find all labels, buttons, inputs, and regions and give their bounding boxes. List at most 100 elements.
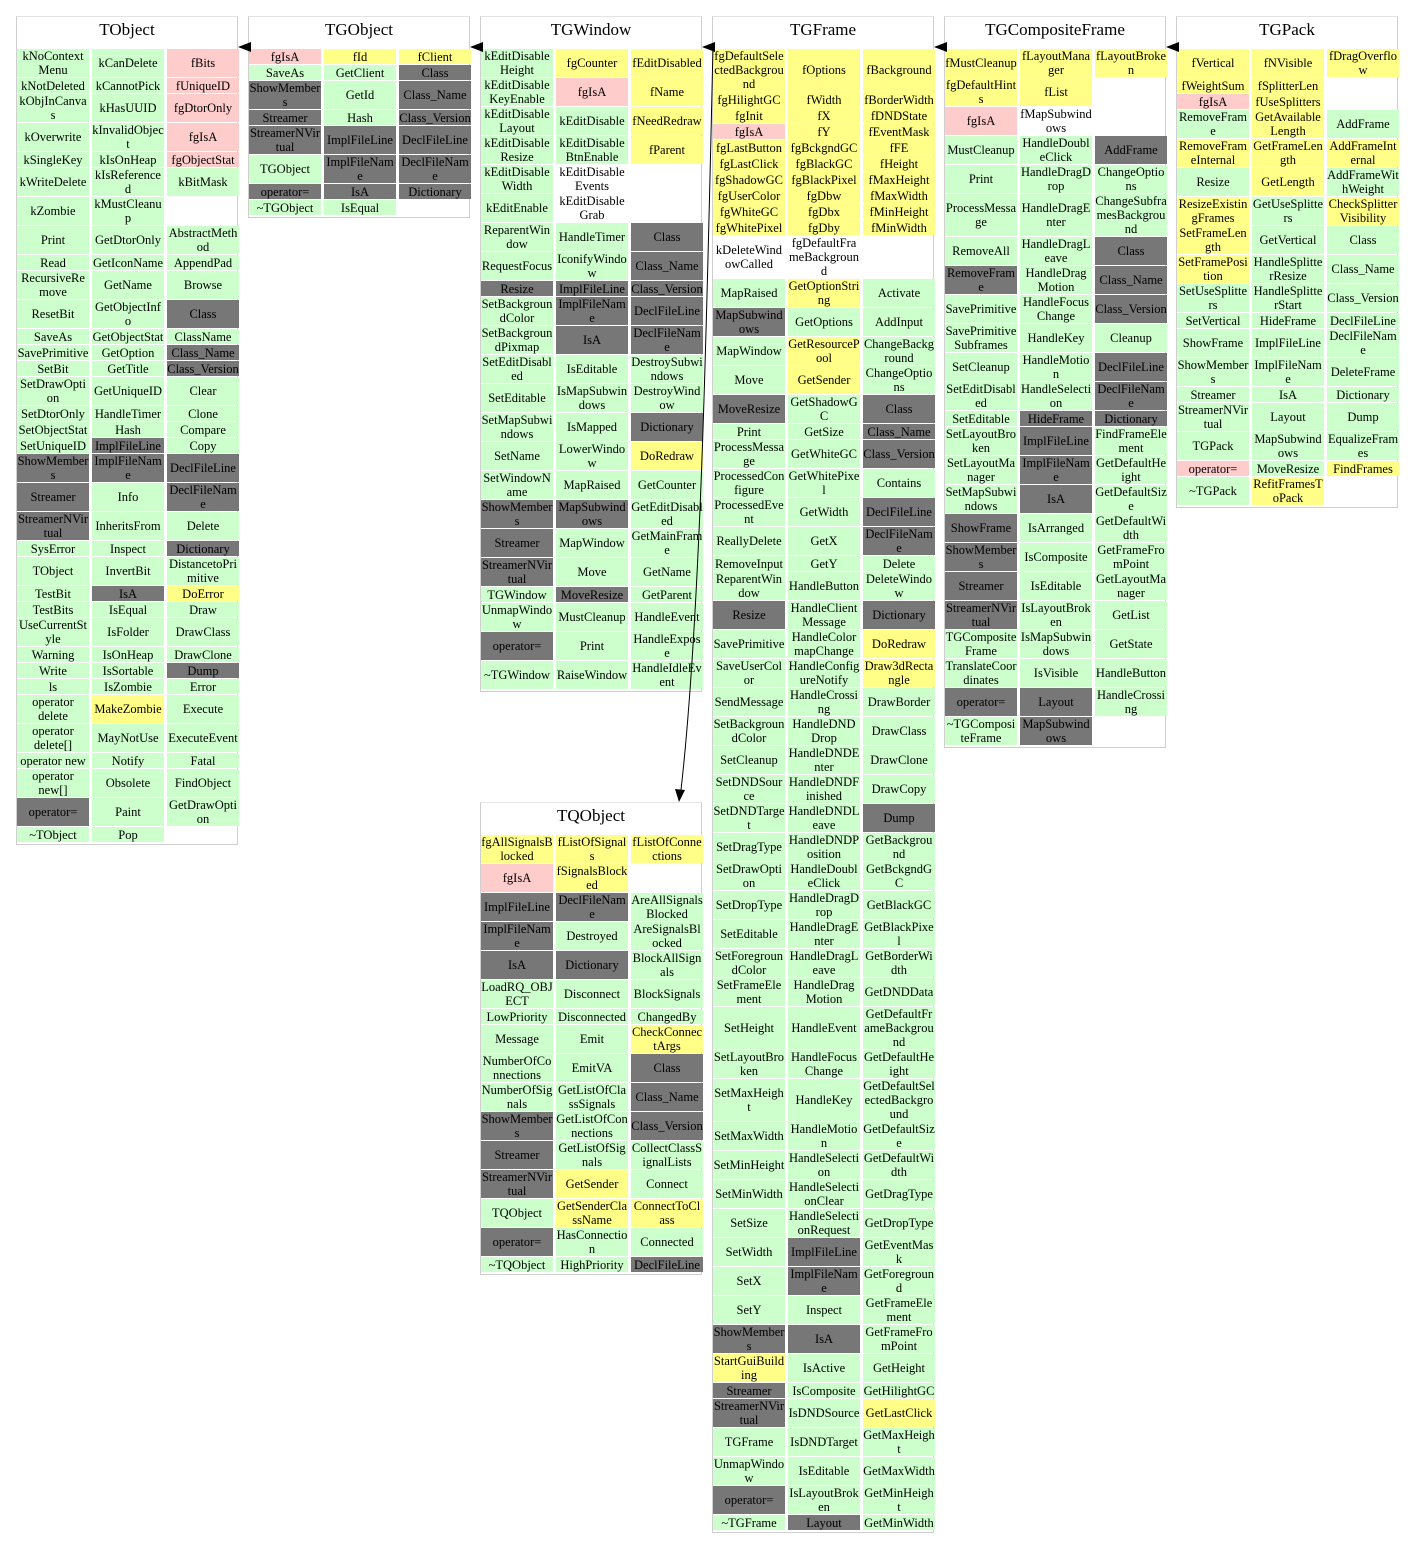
- member-name: Class: [653, 230, 681, 244]
- member-name: fgCounter: [566, 56, 618, 70]
- member-cell: Streamer: [17, 483, 89, 511]
- member-name: ShowMembers: [481, 1112, 553, 1140]
- member-name: StreamerNVirtual: [481, 1170, 553, 1198]
- member-name: SetBackgroundColor: [481, 297, 553, 325]
- member-name: fMapSubwindows: [1020, 107, 1092, 135]
- member-name: Class_Version: [631, 1119, 703, 1133]
- member-cell: DeleteFrame: [1327, 358, 1399, 386]
- member-cell: fList: [1020, 78, 1092, 106]
- member-cell: Fatal: [167, 753, 239, 768]
- empty-cell: [863, 236, 935, 278]
- member-name: fBackground: [866, 63, 932, 77]
- member-name: fDNDState: [870, 108, 928, 123]
- member-name: Connected: [640, 1235, 694, 1249]
- member-name: DrawClone: [870, 753, 928, 767]
- member-cell: IsVisible: [1020, 659, 1092, 687]
- member-cell: fMustCleanup: [945, 49, 1017, 77]
- class-title: TGPack: [1259, 20, 1315, 39]
- member-cell: SetMinHeight: [713, 1151, 785, 1179]
- member-name: Move: [577, 565, 607, 579]
- member-name: fWeightSum: [1181, 78, 1245, 93]
- member-name: fgBckgndGC: [790, 140, 858, 155]
- member-name: GetHilightGC: [863, 1383, 935, 1398]
- member-cell: MoveResize: [713, 395, 785, 423]
- member-name: NumberOfSignals: [481, 1083, 553, 1111]
- member-cell: GetDropType: [863, 1209, 935, 1237]
- member-cell: HandleDragDrop: [788, 891, 860, 919]
- member-name: Streamer: [958, 579, 1004, 593]
- member-cell: operator delete: [17, 695, 89, 723]
- member-name: HandleDoubleClick: [1022, 136, 1090, 164]
- member-cell: SetMapSubwindows: [945, 485, 1017, 513]
- member-name: DeclFileLine: [170, 461, 236, 475]
- member-cell: Class: [399, 65, 471, 80]
- member-name: GetAvailableLength: [1255, 110, 1321, 138]
- member-cell: GetVertical: [1252, 226, 1324, 254]
- member-name: fgDefaultHints: [945, 78, 1017, 106]
- member-name: operator=: [492, 639, 542, 653]
- member-name: HandleClientMessage: [790, 601, 858, 629]
- member-cell: ImplFileLine: [1020, 427, 1092, 455]
- member-cell: IsActive: [788, 1354, 860, 1382]
- member-cell: Activate: [863, 279, 935, 307]
- member-name: SetCleanup: [720, 753, 778, 767]
- member-cell: fgDefaultHints: [945, 78, 1017, 106]
- member-name: HandleDNDLeave: [788, 804, 860, 832]
- member-name: HandleTimer: [558, 230, 626, 244]
- member-cell: Streamer: [945, 572, 1017, 600]
- member-name: GetDtorOnly: [95, 233, 161, 247]
- member-cell: fListOfConnections: [631, 835, 703, 863]
- member-cell: DeclFileName: [167, 483, 239, 511]
- member-name: ImplFileLine: [484, 900, 550, 914]
- member-name: Streamer: [494, 536, 540, 550]
- member-name: Streamer: [726, 1383, 772, 1398]
- member-cell: GetHeight: [863, 1354, 935, 1382]
- class-title: TObject: [99, 20, 155, 39]
- member-name: TGWindow: [487, 587, 547, 602]
- member-name: fgWhitePixel: [715, 220, 783, 235]
- member-name: StreamerNVirtual: [249, 126, 321, 154]
- member-cell: UnmapWindow: [481, 603, 553, 631]
- member-cell: SetDragType: [713, 833, 785, 861]
- member-name: GetDefaultSize: [863, 1122, 935, 1150]
- member-name: AddFrame: [1104, 143, 1158, 157]
- member-cell: fgAllSignalsBlocked: [481, 835, 553, 863]
- member-name: MapWindow: [559, 536, 625, 550]
- member-name: DeclFileName: [401, 155, 469, 183]
- member-name: fLayoutManager: [1021, 49, 1091, 77]
- member-cell: ShowFrame: [945, 514, 1017, 542]
- member-cell: fParent: [631, 136, 703, 164]
- member-name: ~TGCompositeFrame: [946, 717, 1016, 745]
- member-cell: Browse: [167, 271, 239, 299]
- member-name: operator new[]: [32, 769, 74, 797]
- member-name: fId: [352, 49, 368, 64]
- member-cell: kIsReferenced: [92, 168, 164, 196]
- member-cell: DrawBorder: [863, 688, 935, 716]
- member-cell: fgHilightGC: [713, 92, 785, 107]
- member-cell: SetEditable: [945, 411, 1017, 426]
- empty-cell: [631, 165, 703, 193]
- member-cell: ShowMembers: [481, 1112, 553, 1140]
- member-cell: GetOption: [92, 345, 164, 360]
- member-cell: SetForegroundColor: [713, 949, 785, 977]
- member-cell: SetFrameLength: [1177, 226, 1249, 254]
- member-cell: GetUseSplitters: [1252, 197, 1324, 225]
- member-cell: IsA: [324, 184, 396, 199]
- member-name: HandleSelection: [788, 1151, 860, 1179]
- member-cell: IsLayoutBroken: [788, 1486, 860, 1514]
- member-name: HandleSelectionRequest: [788, 1209, 860, 1237]
- member-name: SendMessage: [714, 695, 784, 709]
- member-grid: fMustCleanup fgDefaultHints fgIsA MustClean…: [945, 49, 1167, 745]
- member-name: fBorderWidth: [864, 92, 934, 107]
- member-cell: GetBackground: [863, 833, 935, 861]
- member-cell: RecursiveRemove: [17, 271, 89, 299]
- member-name: GetEditDisabled: [631, 500, 703, 528]
- member-name: DeclFileLine: [634, 304, 700, 318]
- member-name: SavePrimitive: [713, 637, 785, 651]
- member-cell: GetFrameFromPoint: [1095, 543, 1167, 571]
- member-name: TranslateCoordinates: [945, 659, 1017, 687]
- member-cell: GetDNDData: [863, 978, 935, 1006]
- member-name: Message: [495, 1032, 539, 1046]
- member-cell: SaveAs: [17, 329, 89, 344]
- member-cell: IsEditable: [788, 1457, 860, 1485]
